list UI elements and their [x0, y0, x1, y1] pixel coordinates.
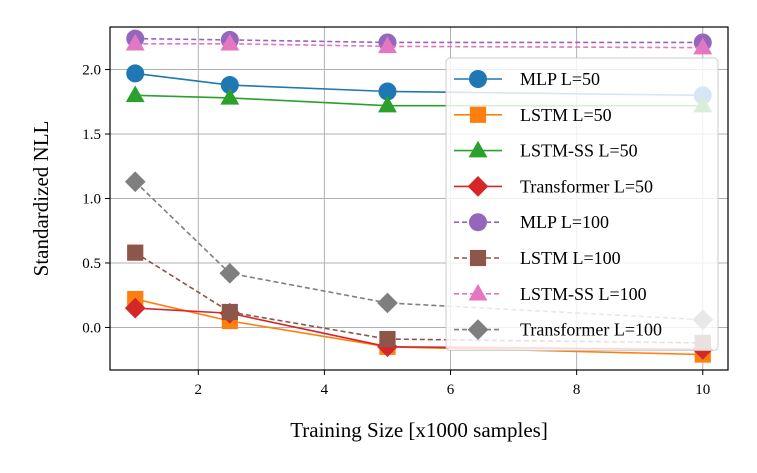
x-tick-label: 8	[573, 382, 581, 398]
data-point	[378, 82, 397, 101]
legend-item: MLP L=50	[454, 69, 600, 89]
data-point	[220, 88, 240, 105]
data-point	[220, 33, 240, 51]
series-line	[135, 42, 703, 49]
legend-label: Transformer L=100	[520, 320, 662, 340]
legend-label: MLP L=100	[520, 212, 609, 232]
y-tick-label: 1.0	[82, 192, 101, 208]
legend-marker	[468, 140, 488, 158]
x-axis-label: Training Size [x1000 samples]	[290, 418, 548, 442]
legend-marker	[468, 283, 488, 301]
data-point	[125, 85, 145, 103]
series-4	[126, 29, 712, 52]
legend-item: MLP L=100	[454, 212, 609, 232]
legend-item: LSTM L=50	[454, 105, 612, 125]
legend-label: MLP L=50	[520, 69, 600, 89]
data-point	[219, 262, 241, 284]
y-tick-label: 0.0	[82, 320, 101, 336]
legend-label: LSTM L=100	[520, 248, 621, 268]
legend-item: LSTM L=100	[454, 248, 621, 268]
ticks: 2 4 6 8 10 0.0 0.5 1.0 1.5 2.0	[82, 63, 710, 398]
legend-marker	[469, 213, 487, 232]
data-point	[127, 244, 144, 261]
legend-label: Transformer L=50	[520, 176, 653, 196]
data-point	[124, 171, 146, 193]
legend-item: Transformer L=50	[454, 176, 653, 197]
legend-marker	[467, 176, 489, 197]
x-tick-label: 6	[447, 382, 455, 398]
y-axis-label: Standardized NLL	[29, 121, 53, 277]
legend-item: Transformer L=100	[454, 319, 662, 340]
legend-marker	[469, 249, 487, 267]
legend: MLP L=50 LSTM L=50 LSTM-SS L=50 Transformer…	[445, 57, 719, 351]
data-point	[220, 76, 239, 95]
legend-label: LSTM-SS L=50	[520, 141, 638, 161]
x-tick-label: 4	[321, 382, 329, 398]
legend-label: LSTM-SS L=100	[520, 284, 647, 304]
data-point	[221, 303, 238, 321]
data-point	[378, 36, 397, 54]
y-tick-label: 2.0	[82, 63, 101, 79]
data-point	[126, 64, 145, 83]
x-tick-label: 2	[195, 382, 203, 398]
data-point	[379, 330, 396, 348]
y-tick-label: 0.5	[82, 256, 101, 272]
series-6	[125, 33, 713, 55]
series-line	[135, 37, 703, 44]
legend-marker	[467, 319, 489, 340]
legend-box	[445, 57, 719, 351]
data-point	[693, 37, 713, 55]
legend-item: LSTM-SS L=100	[454, 284, 647, 304]
x-tick-label: 10	[695, 382, 710, 398]
data-point	[377, 292, 398, 314]
legend-marker	[469, 70, 487, 88]
legend-item: LSTM-SS L=50	[454, 141, 638, 161]
legend-label: LSTM L=50	[520, 105, 612, 125]
legend-marker	[469, 106, 487, 123]
data-point	[125, 33, 145, 51]
data-point	[378, 95, 397, 113]
y-tick-label: 1.5	[82, 127, 101, 143]
data-point	[124, 297, 146, 319]
